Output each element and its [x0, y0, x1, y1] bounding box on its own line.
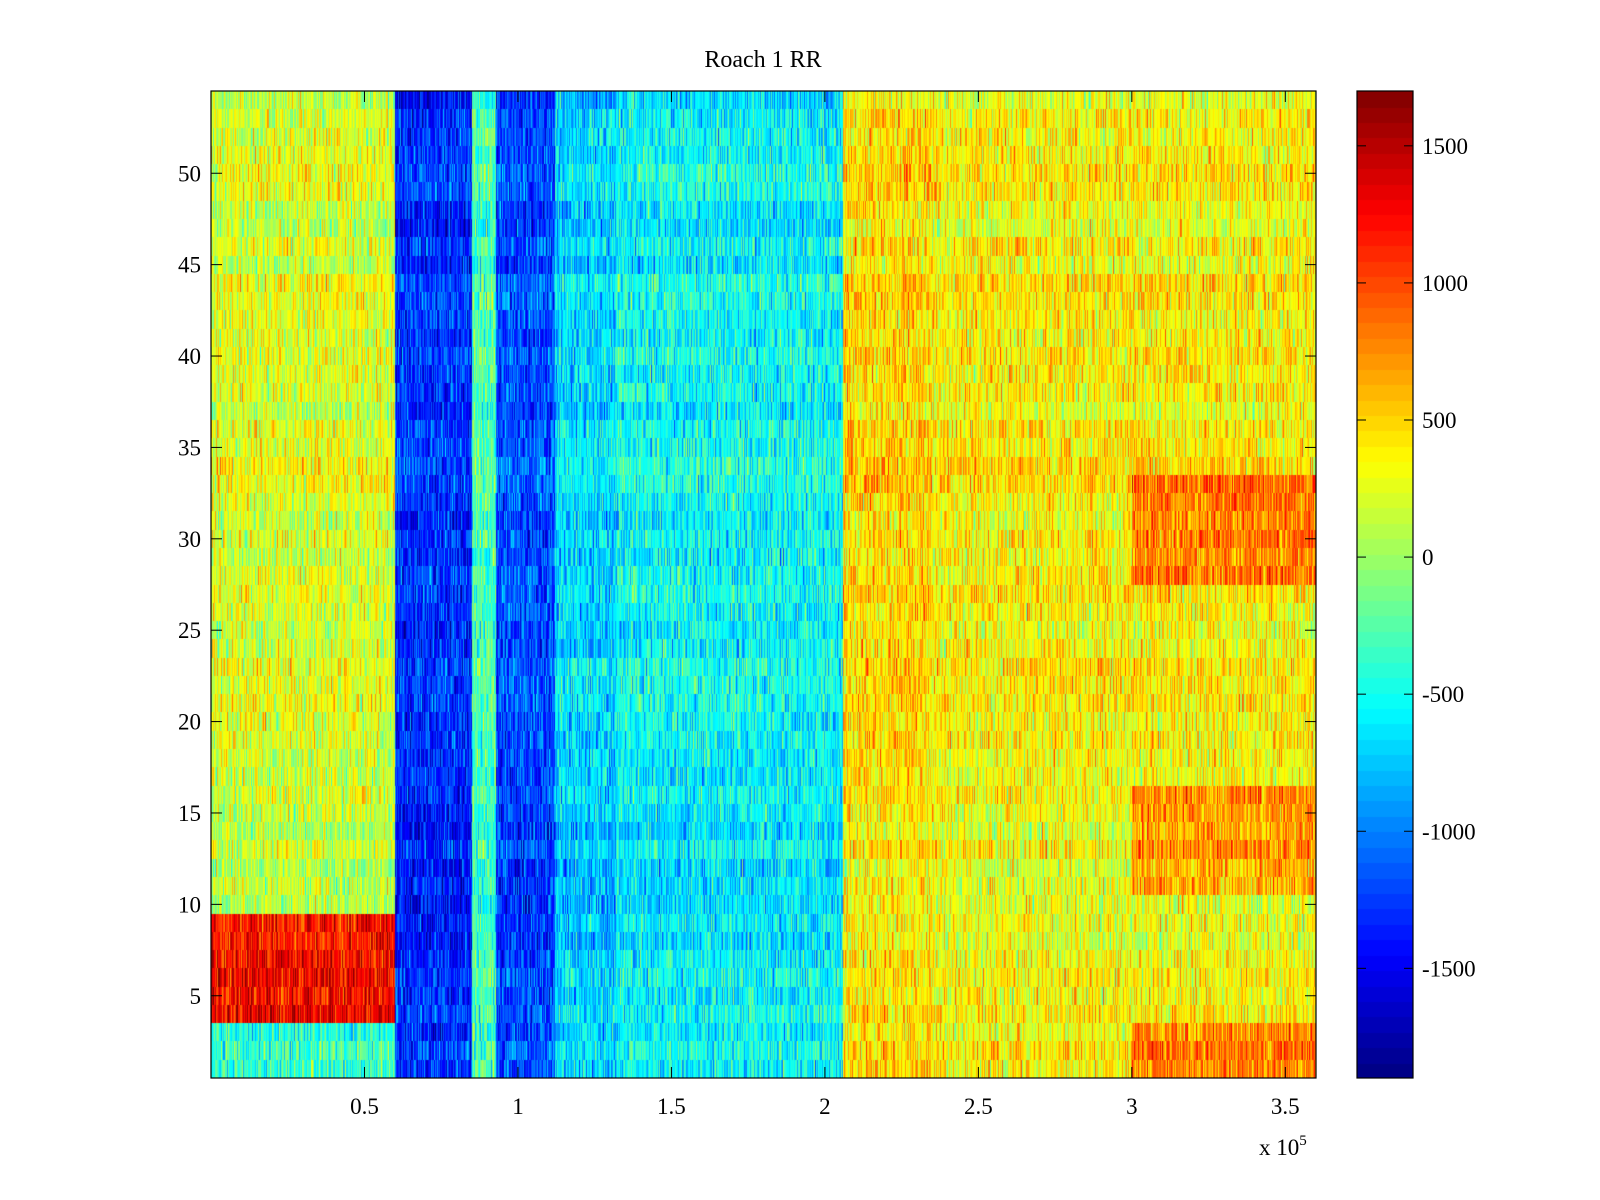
colorbar-tick-label: 1000: [1422, 271, 1468, 296]
x-tick-label: 2: [819, 1094, 831, 1119]
x-exponent-label: x 105: [1259, 1133, 1307, 1160]
chart-title: Roach 1 RR: [704, 47, 821, 73]
x-axis-ticks: 0.5 1 1.5 2 2.5 3 3.5: [350, 91, 1300, 1119]
colorbar-image: [1357, 91, 1413, 1078]
plot-frame: [210, 90, 1317, 1079]
x-tick-label: 1: [512, 1094, 524, 1119]
colorbar-tick-label: 0: [1422, 545, 1434, 570]
y-axis-ticks: 5 10 15 20 25 30 35 40 45 50: [178, 161, 1316, 1009]
heatmap-image: [211, 91, 1316, 1078]
x-tick-label: 0.5: [350, 1094, 379, 1119]
colorbar-tick-label: -500: [1422, 682, 1464, 707]
x-tick-label: 2.5: [964, 1094, 993, 1119]
colorbar-tick-label: -1500: [1422, 956, 1476, 981]
y-tick-label: 40: [178, 344, 201, 369]
y-tick-label: 15: [178, 801, 201, 826]
colorbar-tick-label: 1500: [1422, 134, 1468, 159]
x-tick-label: 1.5: [657, 1094, 686, 1119]
colorbar-tick-label: -1000: [1422, 819, 1476, 844]
y-tick-label: 10: [178, 892, 201, 917]
colorbar-frame: [1356, 90, 1414, 1079]
y-tick-label: 30: [178, 527, 201, 552]
y-tick-label: 20: [178, 710, 201, 735]
x-exponent-base: x 10: [1259, 1135, 1299, 1160]
y-tick-label: 5: [190, 984, 202, 1009]
x-tick-label: 3: [1126, 1094, 1138, 1119]
colorbar-tick-label: 500: [1422, 408, 1457, 433]
y-tick-label: 45: [178, 253, 201, 278]
y-tick-label: 25: [178, 618, 201, 643]
colorbar-ticks: 1500 1000 500 0 -500 -1000 -1500: [1357, 134, 1476, 981]
y-tick-label: 35: [178, 435, 201, 460]
y-tick-label: 50: [178, 161, 201, 186]
x-tick-label: 3.5: [1271, 1094, 1300, 1119]
x-exponent-power: 5: [1299, 1133, 1307, 1149]
